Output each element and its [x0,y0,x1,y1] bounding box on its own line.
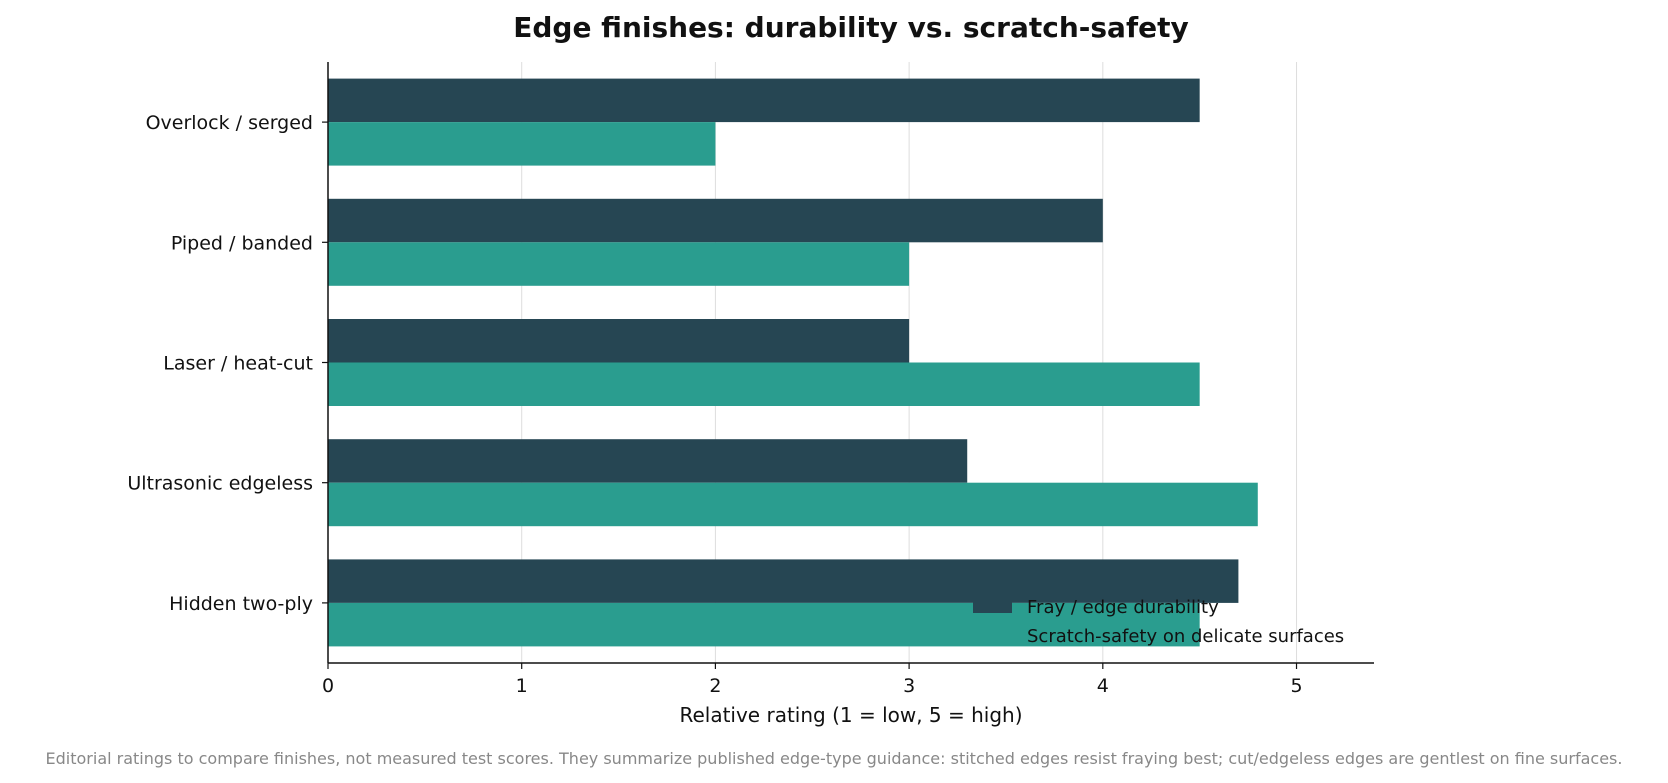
bar-scratch-safety [328,602,1200,647]
x-tick-label: 0 [322,675,334,697]
ticks: 0 1 2 3 4 5 Overlock / serged Piped / banded Las… [127,112,1302,697]
bar-scratch-safety [328,242,910,286]
x-tick-label: 4 [1097,675,1109,697]
footnote: Editorial ratings to compare finishes, n… [46,749,1623,768]
x-axis-label: Relative rating (1 = low, 5 = high) [679,703,1022,727]
bar-scratch-safety [328,122,716,166]
bar-durability [328,439,968,483]
y-tick-label: Ultrasonic edgeless [127,473,313,495]
x-tick-label: 3 [903,675,915,697]
bar-durability [328,559,1239,603]
y-tick-label: Overlock / serged [146,112,313,134]
legend-label-durability: Fray / edge durability [1027,597,1219,618]
x-tick-label: 2 [709,675,721,697]
bar-durability [328,78,1200,123]
legend-swatch-scratch-safety [973,628,1012,642]
x-tick-label: 5 [1290,675,1302,697]
bars [328,78,1258,647]
y-tick-label: Piped / banded [171,232,313,254]
chart-title: Edge finishes: durability vs. scratch-sa… [513,11,1189,44]
y-tick-label: Laser / heat-cut [163,353,313,375]
bar-scratch-safety [328,362,1200,406]
x-tick-label: 1 [516,675,528,697]
bar-durability [328,319,910,363]
legend: Fray / edge durability Scratch-safety on… [973,597,1344,647]
bar-scratch-safety [328,482,1258,527]
legend-label-scratch-safety: Scratch-safety on delicate surfaces [1027,626,1344,647]
legend-swatch-durability [973,599,1012,613]
bar-durability [328,198,1103,243]
y-tick-label: Hidden two-ply [169,593,313,615]
